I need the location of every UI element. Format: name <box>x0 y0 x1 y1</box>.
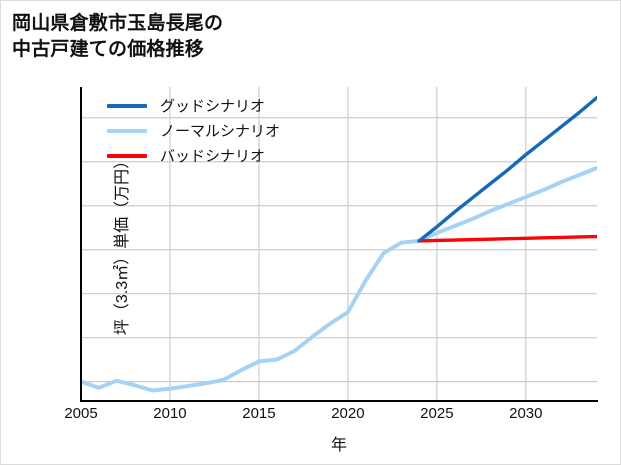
chart-legend: グッドシナリオ ノーマルシナリオ バッドシナリオ <box>107 93 280 168</box>
x-tick-label: 2020 <box>331 405 365 422</box>
x-axis-line <box>80 400 598 402</box>
legend-color-swatch <box>107 103 147 108</box>
x-tick-label: 2015 <box>242 405 276 422</box>
y-axis-line <box>80 87 82 402</box>
plot-area: 55606570758085 200520102015202020252030 … <box>64 87 598 454</box>
legend-label: ノーマルシナリオ <box>160 123 281 140</box>
legend-label: グッドシナリオ <box>160 98 266 115</box>
x-tick-label: 2030 <box>509 405 543 422</box>
x-axis-title: 年 <box>330 437 348 454</box>
series-lines <box>81 95 597 393</box>
gridlines <box>81 87 597 401</box>
legend-color-swatch <box>107 153 147 158</box>
x-tick-label: 2010 <box>153 405 187 422</box>
x-tick-label: 2025 <box>420 405 454 422</box>
legend-item[interactable]: グッドシナリオ <box>107 93 280 118</box>
legend-item[interactable]: ノーマルシナリオ <box>107 118 280 143</box>
chart-title: 岡山県倉敷市玉島長尾の 中古戸建ての価格推移 <box>12 13 224 61</box>
y-axis-title: 坪（3.3㎡）単価（万円） <box>114 152 132 336</box>
legend-item[interactable]: バッドシナリオ <box>107 143 280 168</box>
x-tick-label: 2005 <box>64 405 98 422</box>
legend-label: バッドシナリオ <box>160 148 266 165</box>
legend-color-swatch <box>107 128 147 133</box>
plot-svg <box>81 87 597 401</box>
